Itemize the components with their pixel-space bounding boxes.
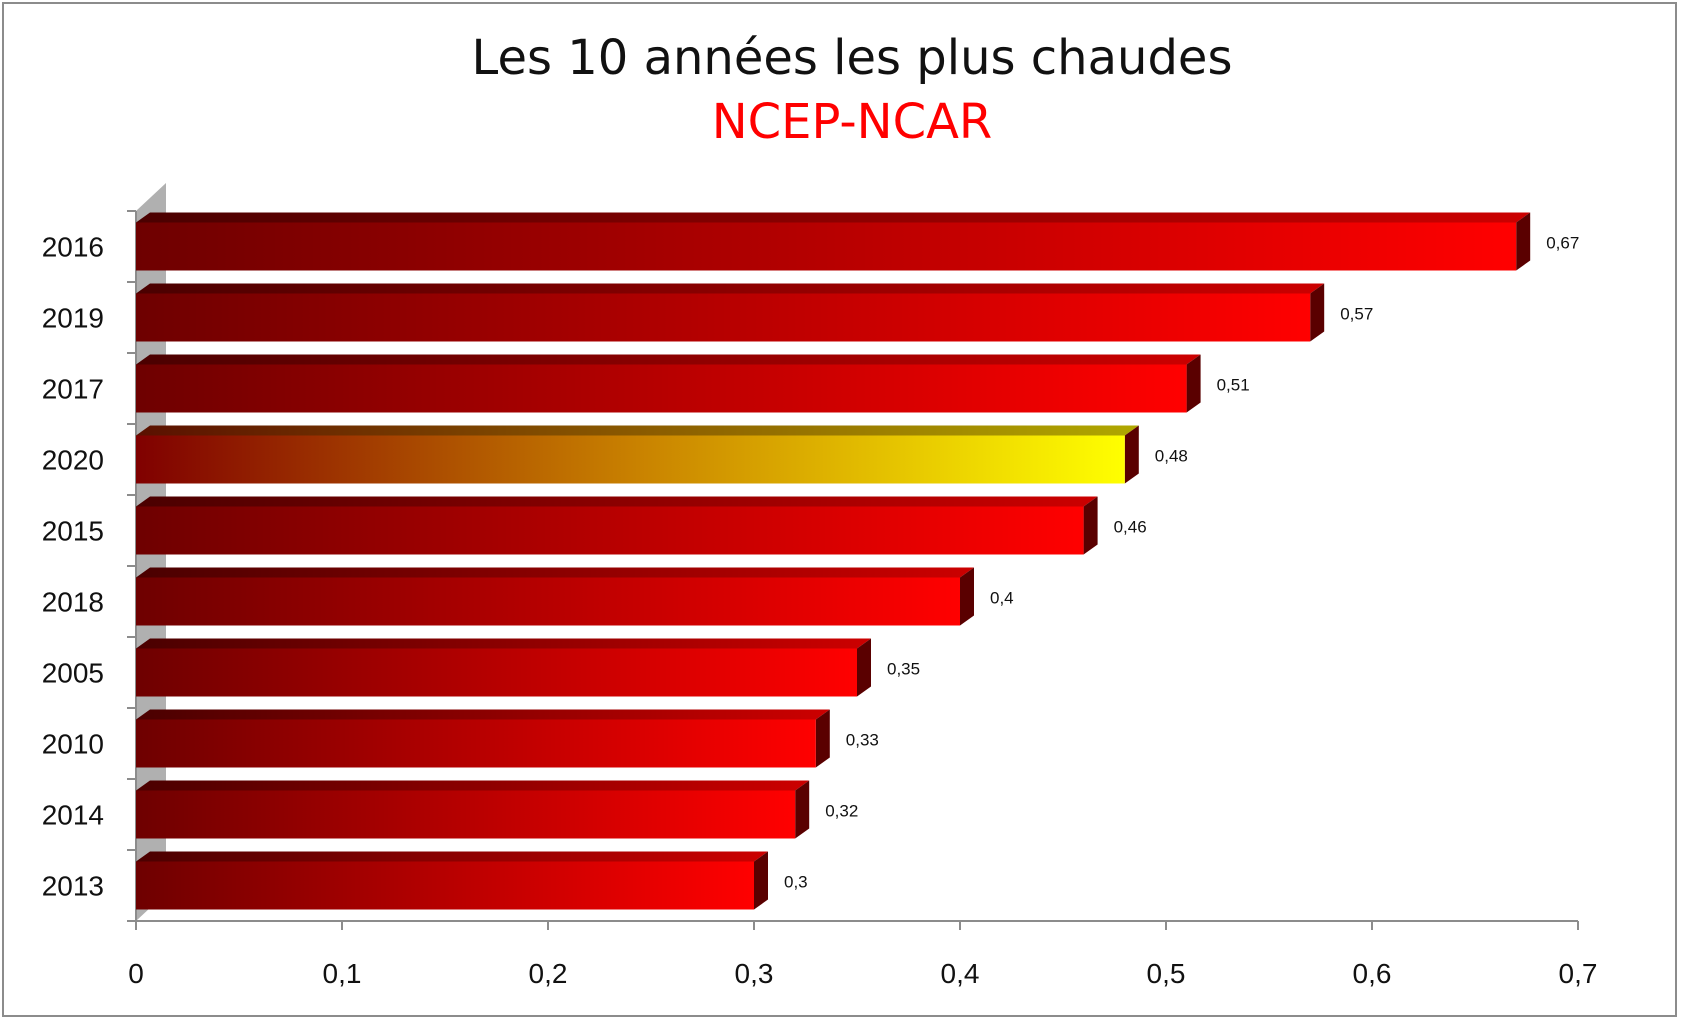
bar-top-face xyxy=(136,851,768,862)
x-tick-label: 0,4 xyxy=(941,958,980,989)
bar-top-face xyxy=(136,212,1531,223)
bar-side-face xyxy=(1516,212,1531,271)
bar-side-face xyxy=(815,709,830,768)
bar-2017 xyxy=(136,354,1201,413)
bar-top-face xyxy=(136,709,830,720)
bar-front-face xyxy=(136,577,960,626)
x-tick-label: 0,2 xyxy=(529,958,568,989)
bar-front-face xyxy=(136,293,1311,342)
bar-front-face xyxy=(136,222,1517,271)
bar-front-face xyxy=(136,435,1125,484)
data-label: 0,32 xyxy=(825,802,858,821)
bar-2013 xyxy=(136,851,768,910)
data-label: 0,48 xyxy=(1155,447,1188,466)
bar-front-face xyxy=(136,364,1187,413)
x-tick-label: 0,1 xyxy=(323,958,362,989)
bar-top-face xyxy=(136,638,871,649)
y-tick-label: 2017 xyxy=(42,374,104,405)
bar-2005 xyxy=(136,638,871,697)
x-tick-label: 0,3 xyxy=(735,958,774,989)
bar-front-face xyxy=(136,719,816,768)
bar-2010 xyxy=(136,709,830,768)
data-label: 0,51 xyxy=(1217,376,1250,395)
bar-side-face xyxy=(795,780,810,839)
bar-side-face xyxy=(1310,283,1325,342)
data-label: 0,4 xyxy=(990,589,1014,608)
bar-top-face xyxy=(136,496,1098,507)
bar-side-face xyxy=(1083,496,1098,555)
y-tick-label: 2013 xyxy=(42,871,104,902)
bar-2015 xyxy=(136,496,1098,555)
y-tick-label: 2018 xyxy=(42,587,104,618)
data-label: 0,35 xyxy=(887,660,920,679)
chart-subtitle: NCEP-NCAR xyxy=(712,94,993,150)
bar-side-face xyxy=(960,567,974,626)
data-label: 0,57 xyxy=(1340,305,1373,324)
y-tick-label: 2014 xyxy=(42,800,104,831)
data-label: 0,3 xyxy=(784,873,808,892)
bar-side-face xyxy=(857,638,871,697)
bar-2014 xyxy=(136,780,810,839)
bar-front-face xyxy=(136,861,754,910)
x-tick-label: 0,7 xyxy=(1559,958,1598,989)
bar-2016 xyxy=(136,212,1531,271)
y-tick-label: 2010 xyxy=(42,729,104,760)
bar-2020 xyxy=(136,425,1139,484)
y-tick-label: 2016 xyxy=(42,232,104,263)
y-tick-label: 2019 xyxy=(42,303,104,334)
x-tick-label: 0,6 xyxy=(1353,958,1392,989)
data-label: 0,33 xyxy=(846,731,879,750)
y-tick-label: 2020 xyxy=(42,445,104,476)
x-tick-label: 0,5 xyxy=(1147,958,1186,989)
data-label: 0,67 xyxy=(1546,234,1579,253)
bar-2019 xyxy=(136,283,1325,342)
bar-side-face xyxy=(754,851,768,910)
y-tick-label: 2015 xyxy=(42,516,104,547)
bar-top-face xyxy=(136,780,810,791)
chart-title: Les 10 années les plus chaudes xyxy=(472,30,1233,86)
bar-front-face xyxy=(136,506,1084,555)
bar-top-face xyxy=(136,425,1139,436)
bar-side-face xyxy=(1186,354,1201,413)
data-label: 0,46 xyxy=(1114,518,1147,537)
bar-top-face xyxy=(136,354,1201,365)
x-tick-label: 0 xyxy=(128,958,144,989)
y-tick-label: 2005 xyxy=(42,658,104,689)
bar-top-face xyxy=(136,567,974,578)
bar-front-face xyxy=(136,648,857,697)
bar-top-face xyxy=(136,283,1325,294)
bar-front-face xyxy=(136,790,796,839)
bar-side-face xyxy=(1124,425,1139,484)
bar-2018 xyxy=(136,567,974,626)
